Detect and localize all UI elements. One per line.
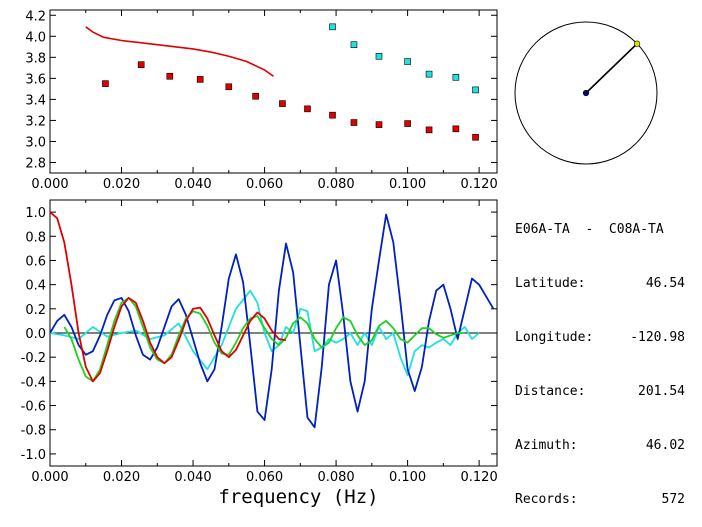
data-point-red [166,72,174,80]
info-label: Records: [515,492,578,507]
y-tick-label: 3.2 [25,114,46,129]
y-tick-label: 1.0 [25,206,46,221]
data-point-red [279,100,286,107]
y-tick-label: 0.2 [25,303,46,318]
data-point-cyan [425,70,433,78]
info-value: 201.54 [638,384,685,399]
y-tick-label: 4.2 [25,9,46,24]
azimuth-compass [514,21,658,165]
series-line-red [50,211,287,383]
dispersion-plot: 0.000 0.020 0.040 0.060 0.080 0.100 0.120 2.8 3.… [25,3,498,192]
info-row-azimuth: Azimuth: 46.02 [515,437,685,455]
data-point-cyan [375,52,383,60]
info-row-distance: Distance: 201.54 [515,383,685,401]
info-value: 46.02 [645,438,685,453]
data-point-red [137,61,145,68]
bottom-plot-marks [50,211,495,429]
y-tick-label: 0.4 [25,279,46,294]
station-info-panel: E06A-TA - C08A-TA Latitude: 46.54 Longitu… [515,185,685,527]
station-origin-marker [582,89,590,97]
y-tick-label: 0.0 [25,327,46,342]
x-tick-label: 0.120 [461,470,498,485]
data-point-red [452,125,460,133]
x-tick-label: 0.100 [389,177,426,192]
compass-circle [514,21,658,165]
x-tick-label: 0.020 [103,177,140,192]
info-label: Longitude: [515,330,594,345]
y-tick-label: -0.4 [21,375,46,390]
data-point-red [472,133,479,141]
x-tick-label: 0.060 [246,470,283,485]
series-line-red [85,26,274,77]
x-tick-label: 0.060 [246,177,283,192]
info-row-longitude: Longitude: -120.98 [515,329,685,347]
info-label: Distance: [515,384,586,399]
y-tick-label: -1.0 [21,448,46,463]
data-point-red [102,80,109,87]
data-point-red [425,126,433,134]
station-target-marker [633,40,641,47]
data-point-red [375,121,383,128]
y-tick-label: 3.8 [25,51,46,66]
y-tick-label: 2.8 [25,156,46,171]
info-value: -120.98 [630,330,685,345]
info-label: Latitude: [515,276,586,291]
data-point-cyan [350,41,358,49]
info-value: 572 [661,492,685,507]
data-point-red [252,92,259,100]
data-point-cyan [472,86,479,94]
x-axis-title: frequency (Hz) [218,486,378,508]
y-tick-label: 0.6 [25,254,46,269]
series-line-green [63,297,465,383]
y-tick-label: 3.6 [25,72,46,87]
info-label: Azimuth: [515,438,578,453]
data-point-red [329,111,336,119]
correlation-plot: 0.000 0.020 0.040 0.060 0.080 0.100 0.120 1.0 0.… [21,199,498,508]
x-tick-label: 0.040 [174,470,211,485]
y-tick-label: -0.2 [21,351,46,366]
x-tick-label: 0.000 [31,470,68,485]
data-point-red [404,120,411,127]
top-plot-marks [85,3,479,141]
y-tick-label: 4.0 [25,30,46,45]
info-value: 46.54 [645,276,685,291]
y-tick-label: 0.8 [25,230,46,245]
data-point-red [225,83,233,91]
data-point-red [350,119,358,126]
y-tick-label: -0.6 [21,400,46,415]
station-pair: E06A-TA - C08A-TA [515,222,664,237]
x-tick-label: 0.080 [317,470,354,485]
x-tick-label: 0.100 [389,470,426,485]
y-tick-label: -0.8 [21,424,46,439]
data-point-red [304,105,311,113]
data-point-cyan [404,58,411,65]
x-tick-label: 0.000 [31,177,68,192]
y-tick-label: 3.4 [25,93,46,108]
data-point-cyan [452,74,460,81]
top-plot-frame [49,9,498,174]
data-point-cyan [304,3,310,9]
info-row-latitude: Latitude: 46.54 [515,275,685,293]
x-tick-label: 0.120 [461,177,498,192]
x-tick-label: 0.020 [103,470,140,485]
data-point-red [196,76,204,83]
azimuth-line [585,43,638,94]
y-tick-label: 3.0 [25,135,46,150]
info-row-records: Records: 572 [515,491,685,509]
x-tick-label: 0.080 [317,177,354,192]
data-point-cyan [329,23,336,31]
x-tick-label: 0.040 [174,177,211,192]
